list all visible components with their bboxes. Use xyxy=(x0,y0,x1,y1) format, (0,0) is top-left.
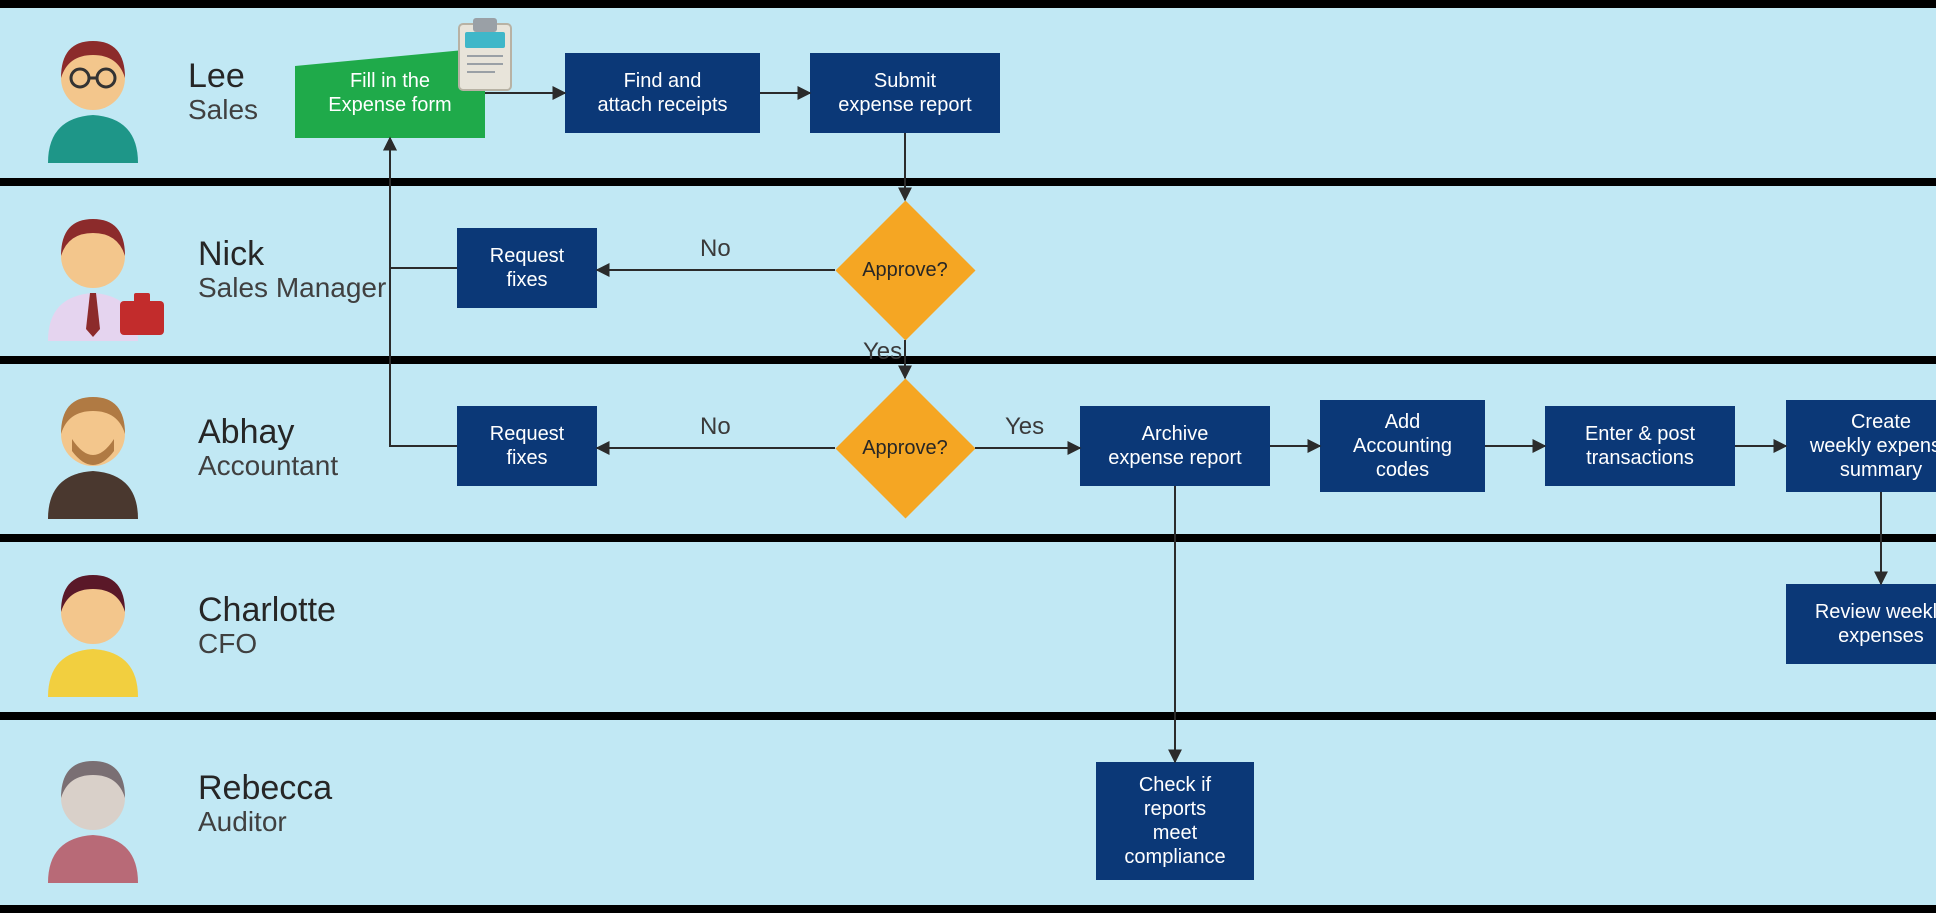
clipboard-icon xyxy=(453,18,517,99)
edge-label-dec1-reqfix1: No xyxy=(700,235,731,263)
process-node-reqfix1: Requestfixes xyxy=(457,228,597,308)
process-node-reqfix2: Requestfixes xyxy=(457,406,597,486)
lane-divider xyxy=(0,534,1936,542)
actor-name: Charlotte xyxy=(198,592,336,629)
lane-actor-nick: NickSales Manager xyxy=(198,236,386,304)
actor-name: Nick xyxy=(198,236,386,273)
lane-divider xyxy=(0,0,1936,8)
avatar-lee xyxy=(28,23,178,178)
lane-actor-lee: LeeSales xyxy=(188,58,258,126)
decision-dec2: Approve? xyxy=(835,378,975,518)
edge-label-dec1-dec2: Yes xyxy=(863,338,902,366)
lane-divider xyxy=(0,712,1936,720)
lane-divider xyxy=(0,905,1936,913)
avatar-nick xyxy=(28,201,178,356)
process-node-check: Check ifreportsmeetcompliance xyxy=(1096,762,1254,880)
decision-label: Approve? xyxy=(835,200,975,340)
process-node-review: Review weeklyexpenses xyxy=(1786,584,1936,664)
actor-role: Sales Manager xyxy=(198,273,386,304)
decision-label: Approve? xyxy=(835,378,975,518)
actor-role: CFO xyxy=(198,629,336,660)
actor-name: Lee xyxy=(188,58,258,95)
process-node-submit: Submitexpense report xyxy=(810,53,1000,133)
process-node-find: Find andattach receipts xyxy=(565,53,760,133)
lane-actor-rebecca: RebeccaAuditor xyxy=(198,770,332,838)
lane-divider xyxy=(0,356,1936,364)
avatar-rebecca xyxy=(28,743,178,898)
lane-actor-charlotte: CharlotteCFO xyxy=(198,592,336,660)
actor-role: Sales xyxy=(188,95,258,126)
process-node-post: Enter & posttransactions xyxy=(1545,406,1735,486)
actor-name: Rebecca xyxy=(198,770,332,807)
lane-divider xyxy=(0,178,1936,186)
actor-role: Auditor xyxy=(198,807,332,838)
lane-actor-abhay: AbhayAccountant xyxy=(198,414,338,482)
avatar-abhay xyxy=(28,379,178,534)
decision-dec1: Approve? xyxy=(835,200,975,340)
actor-name: Abhay xyxy=(198,414,338,451)
actor-role: Accountant xyxy=(198,451,338,482)
edge-label-dec2-archive: Yes xyxy=(1005,413,1044,441)
process-node-archive: Archiveexpense report xyxy=(1080,406,1270,486)
swimlane-diagram: LeeSales NickSales Manager AbhayAccountant… xyxy=(0,0,1936,919)
process-node-summary: Createweekly expensesummary xyxy=(1786,400,1936,492)
edge-label-dec2-reqfix2: No xyxy=(700,413,731,441)
avatar-charlotte xyxy=(28,557,178,712)
process-node-codes: AddAccountingcodes xyxy=(1320,400,1485,492)
